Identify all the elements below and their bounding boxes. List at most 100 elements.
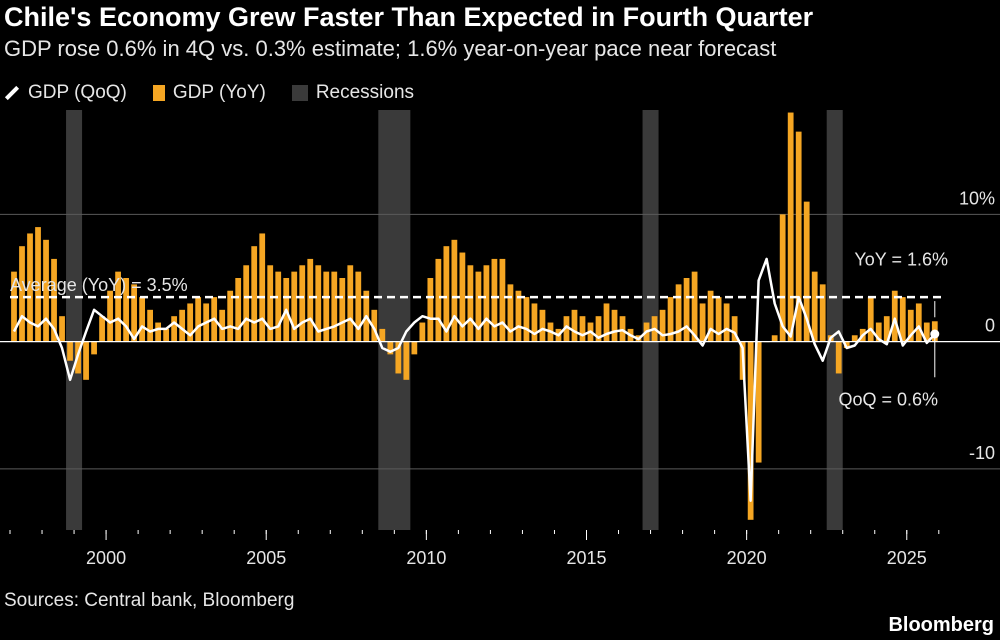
qoq-annotation: QoQ = 0.6%: [838, 389, 938, 409]
yoy-bar: [603, 303, 610, 342]
yoy-bar: [219, 309, 226, 342]
yoy-bar: [227, 290, 234, 342]
yoy-bar: [291, 271, 298, 342]
yoy-bar: [699, 303, 706, 342]
yoy-bar: [779, 214, 786, 342]
yoy-bar: [267, 265, 274, 342]
yoy-bar: [595, 316, 602, 342]
chart-subtitle: GDP rose 0.6% in 4Q vs. 0.3% estimate; 1…: [4, 36, 777, 61]
yoy-bar: [563, 316, 570, 342]
yoy-bar: [499, 258, 506, 342]
y-tick-label: 10%: [959, 188, 995, 208]
legend: GDP (QoQ) GDP (YoY) Recessions: [4, 82, 440, 104]
x-tick-label: 2005: [246, 548, 286, 568]
yoy-annotation: YoY = 1.6%: [854, 249, 948, 269]
yoy-bar: [723, 303, 730, 342]
yoy-bar: [59, 316, 65, 342]
yoy-bar: [139, 297, 145, 342]
yoy-bar: [371, 309, 378, 342]
average-label: Average (YoY) = 3.5%: [10, 275, 188, 295]
yoy-bar: [275, 271, 282, 342]
yoy-bar: [787, 112, 794, 342]
yoy-bar: [771, 335, 778, 342]
recession-band: [378, 110, 411, 530]
qoq-line: [12, 257, 936, 502]
y-tick-label: 0: [985, 316, 995, 336]
yoy-bar: [235, 278, 242, 342]
qoq-latest-point: [930, 329, 940, 339]
source-note: Sources: Central bank, Bloomberg: [4, 590, 295, 611]
yoy-bar: [427, 278, 434, 342]
yoy-bar: [171, 316, 178, 342]
yoy-bar: [419, 322, 426, 342]
yoy-bar: [411, 341, 418, 355]
yoy-bar: [435, 258, 442, 342]
yoy-bar: [187, 303, 194, 342]
yoy-bar: [915, 303, 922, 342]
yoy-bar: [259, 233, 266, 342]
x-tick-label: 2020: [727, 548, 767, 568]
yoy-bar: [467, 265, 474, 342]
yoy-bar: [707, 290, 714, 342]
yoy-bar: [27, 233, 33, 342]
yoy-bar: [347, 265, 354, 342]
yoy-bar: [315, 265, 322, 342]
yoy-bar: [515, 290, 522, 342]
yoy-bar: [923, 322, 930, 342]
recession-band: [642, 110, 659, 530]
yoy-bar: [339, 278, 346, 342]
yoy-bar: [507, 284, 514, 342]
yoy-bar: [523, 297, 530, 342]
yoy-bar: [403, 341, 410, 380]
legend-label-recessions: Recessions: [315, 82, 415, 103]
x-tick-label: 2015: [566, 548, 606, 568]
yoy-bar: [891, 290, 898, 342]
yoy-bar: [99, 316, 105, 342]
yoy-bar: [803, 201, 810, 342]
yoy-bar: [307, 258, 314, 342]
gdp-chart: Average (YoY) = 3.5% YoY = 1.6% QoQ = 0.6%…: [0, 110, 1000, 568]
chart-title: Chile's Economy Grew Faster Than Expecte…: [4, 2, 814, 32]
yoy-bar: [611, 309, 618, 342]
legend-item-qoq: GDP (QoQ): [4, 82, 127, 104]
yoy-bar: [19, 246, 25, 342]
legend-recession-swatch: [291, 85, 308, 101]
yoy-bar: [483, 265, 490, 342]
yoy-bar: [747, 341, 754, 520]
legend-label-yoy: GDP (YoY): [172, 82, 266, 103]
yoy-bar: [691, 271, 698, 342]
yoy-bar: [795, 131, 802, 342]
x-tick-label: 2000: [86, 548, 126, 568]
yoy-bar: [43, 239, 49, 342]
yoy-bar: [659, 309, 666, 342]
yoy-bar: [875, 322, 882, 342]
yoy-bar: [907, 309, 914, 342]
yoy-bar: [131, 284, 137, 342]
yoy-bar: [35, 227, 41, 342]
yoy-bar: [443, 246, 450, 342]
yoy-bar: [387, 341, 394, 355]
yoy-bar: [571, 309, 578, 342]
yoy-bar: [899, 297, 906, 342]
yoy-bar: [299, 265, 306, 342]
yoy-bar: [51, 258, 57, 342]
yoy-bar: [579, 316, 586, 342]
yoy-bar: [843, 341, 850, 348]
x-tick-label: 2010: [406, 548, 446, 568]
yoy-bar: [163, 328, 170, 342]
legend-label-qoq: GDP (QoQ): [28, 82, 127, 103]
yoy-bar: [179, 309, 186, 342]
yoy-bar: [715, 297, 722, 342]
yoy-bar: [155, 322, 162, 342]
yoy-bar: [147, 309, 154, 342]
yoy-bar: [531, 303, 538, 342]
yoy-bar: [355, 271, 362, 342]
legend-line-swatch: [4, 85, 20, 101]
yoy-bar: [379, 328, 386, 342]
legend-item-recessions: Recessions: [291, 82, 415, 104]
yoy-bar: [675, 284, 682, 342]
yoy-bar: [115, 271, 121, 342]
yoy-bar: [395, 341, 402, 374]
yoy-bar: [91, 341, 97, 355]
yoy-bar: [11, 271, 17, 342]
